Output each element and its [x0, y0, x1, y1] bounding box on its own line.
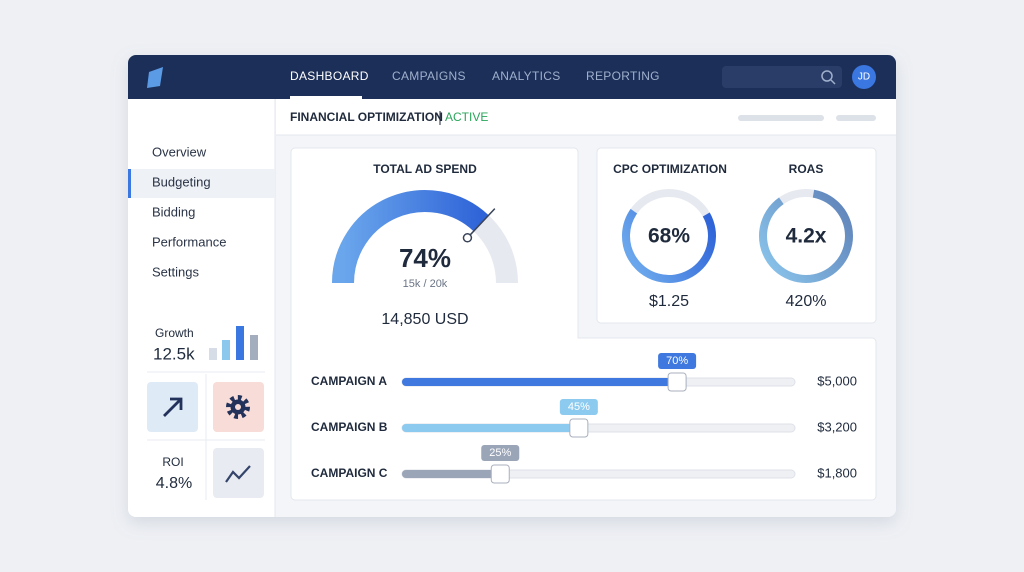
gauge-needle [466, 208, 496, 239]
nav-item[interactable]: ANALYTICS [492, 69, 561, 83]
arrow-icon [163, 397, 183, 417]
roi-label: ROI [162, 455, 183, 469]
menu-item[interactable]: Overview [152, 144, 207, 159]
roas-percent: 420% [786, 293, 827, 310]
gauge [332, 190, 518, 284]
card [290, 147, 877, 501]
campaign-sliders: CAMPAIGN A 70% $5,000 CAMPAIGN B 45% $3,200 CA… [311, 353, 857, 484]
tile[interactable] [213, 448, 264, 498]
placeholder [836, 115, 876, 121]
avatar-initials: JD [858, 72, 870, 83]
campaign-name: CAMPAIGN C [311, 466, 388, 480]
slider-tag [481, 445, 520, 461]
nav-underline [290, 96, 362, 99]
active-item-bg [128, 169, 275, 198]
menu-item[interactable]: Settings [152, 264, 199, 279]
slider-tag [658, 353, 697, 369]
nav-item[interactable]: REPORTING [586, 69, 660, 83]
page-title: FINANCIAL OPTIMIZATION [290, 110, 443, 124]
placeholder [738, 115, 824, 121]
slider-fill [402, 470, 501, 478]
gauge-fill [332, 190, 489, 284]
gauge-total: 14,850 USD [381, 311, 468, 328]
slider-fill [402, 424, 579, 432]
gauge-value: 74% [399, 243, 451, 273]
top-bar [128, 55, 896, 99]
cpc-value: $1.25 [649, 293, 689, 310]
campaign-name: CAMPAIGN A [311, 374, 387, 388]
cpc-title: CPC OPTIMIZATION [613, 162, 727, 176]
slider-fill [402, 378, 678, 386]
slider-tag-label: 45% [568, 401, 590, 413]
slider-tag-label: 70% [666, 355, 688, 367]
menu-item[interactable]: Budgeting [152, 174, 211, 189]
campaign-budget: $5,000 [817, 373, 857, 388]
nav-item[interactable]: CAMPAIGNS [392, 69, 466, 83]
campaign-budget: $1,800 [817, 465, 857, 480]
growth-value: 12.5k [153, 344, 195, 363]
menu-item[interactable]: Bidding [152, 204, 195, 219]
growth-label: Growth [155, 326, 194, 340]
slider-tag [559, 399, 598, 415]
search-icon [830, 79, 836, 85]
campaign-budget: $3,200 [817, 419, 857, 434]
gauge-title: TOTAL AD SPEND [373, 162, 477, 176]
roas-value: 4.2x [786, 225, 827, 248]
cpc-percent: 68% [648, 225, 690, 248]
gauge-knob [462, 233, 473, 243]
gear-icon [226, 395, 250, 419]
status: ACTIVE [445, 110, 488, 124]
roi-value: 4.8% [156, 475, 192, 492]
campaign-name: CAMPAIGN B [311, 420, 388, 434]
logo [147, 67, 163, 88]
growth-icon [209, 326, 258, 360]
search-box[interactable] [722, 66, 842, 88]
slider-knob[interactable] [490, 464, 510, 484]
nav-item[interactable]: DASHBOARD [290, 69, 369, 83]
search-icon [821, 70, 833, 82]
gauge-ratio: 15k / 20k [403, 278, 448, 290]
cpc-ring [622, 189, 716, 283]
avatar[interactable] [852, 65, 876, 89]
slider-knob[interactable] [569, 418, 589, 438]
slider-knob[interactable] [667, 372, 687, 392]
roas-title: ROAS [789, 162, 824, 176]
slider-tag-label: 25% [489, 447, 511, 459]
menu-item[interactable]: Performance [152, 234, 226, 249]
active-item-bar [128, 169, 131, 198]
chart-icon [225, 465, 251, 483]
